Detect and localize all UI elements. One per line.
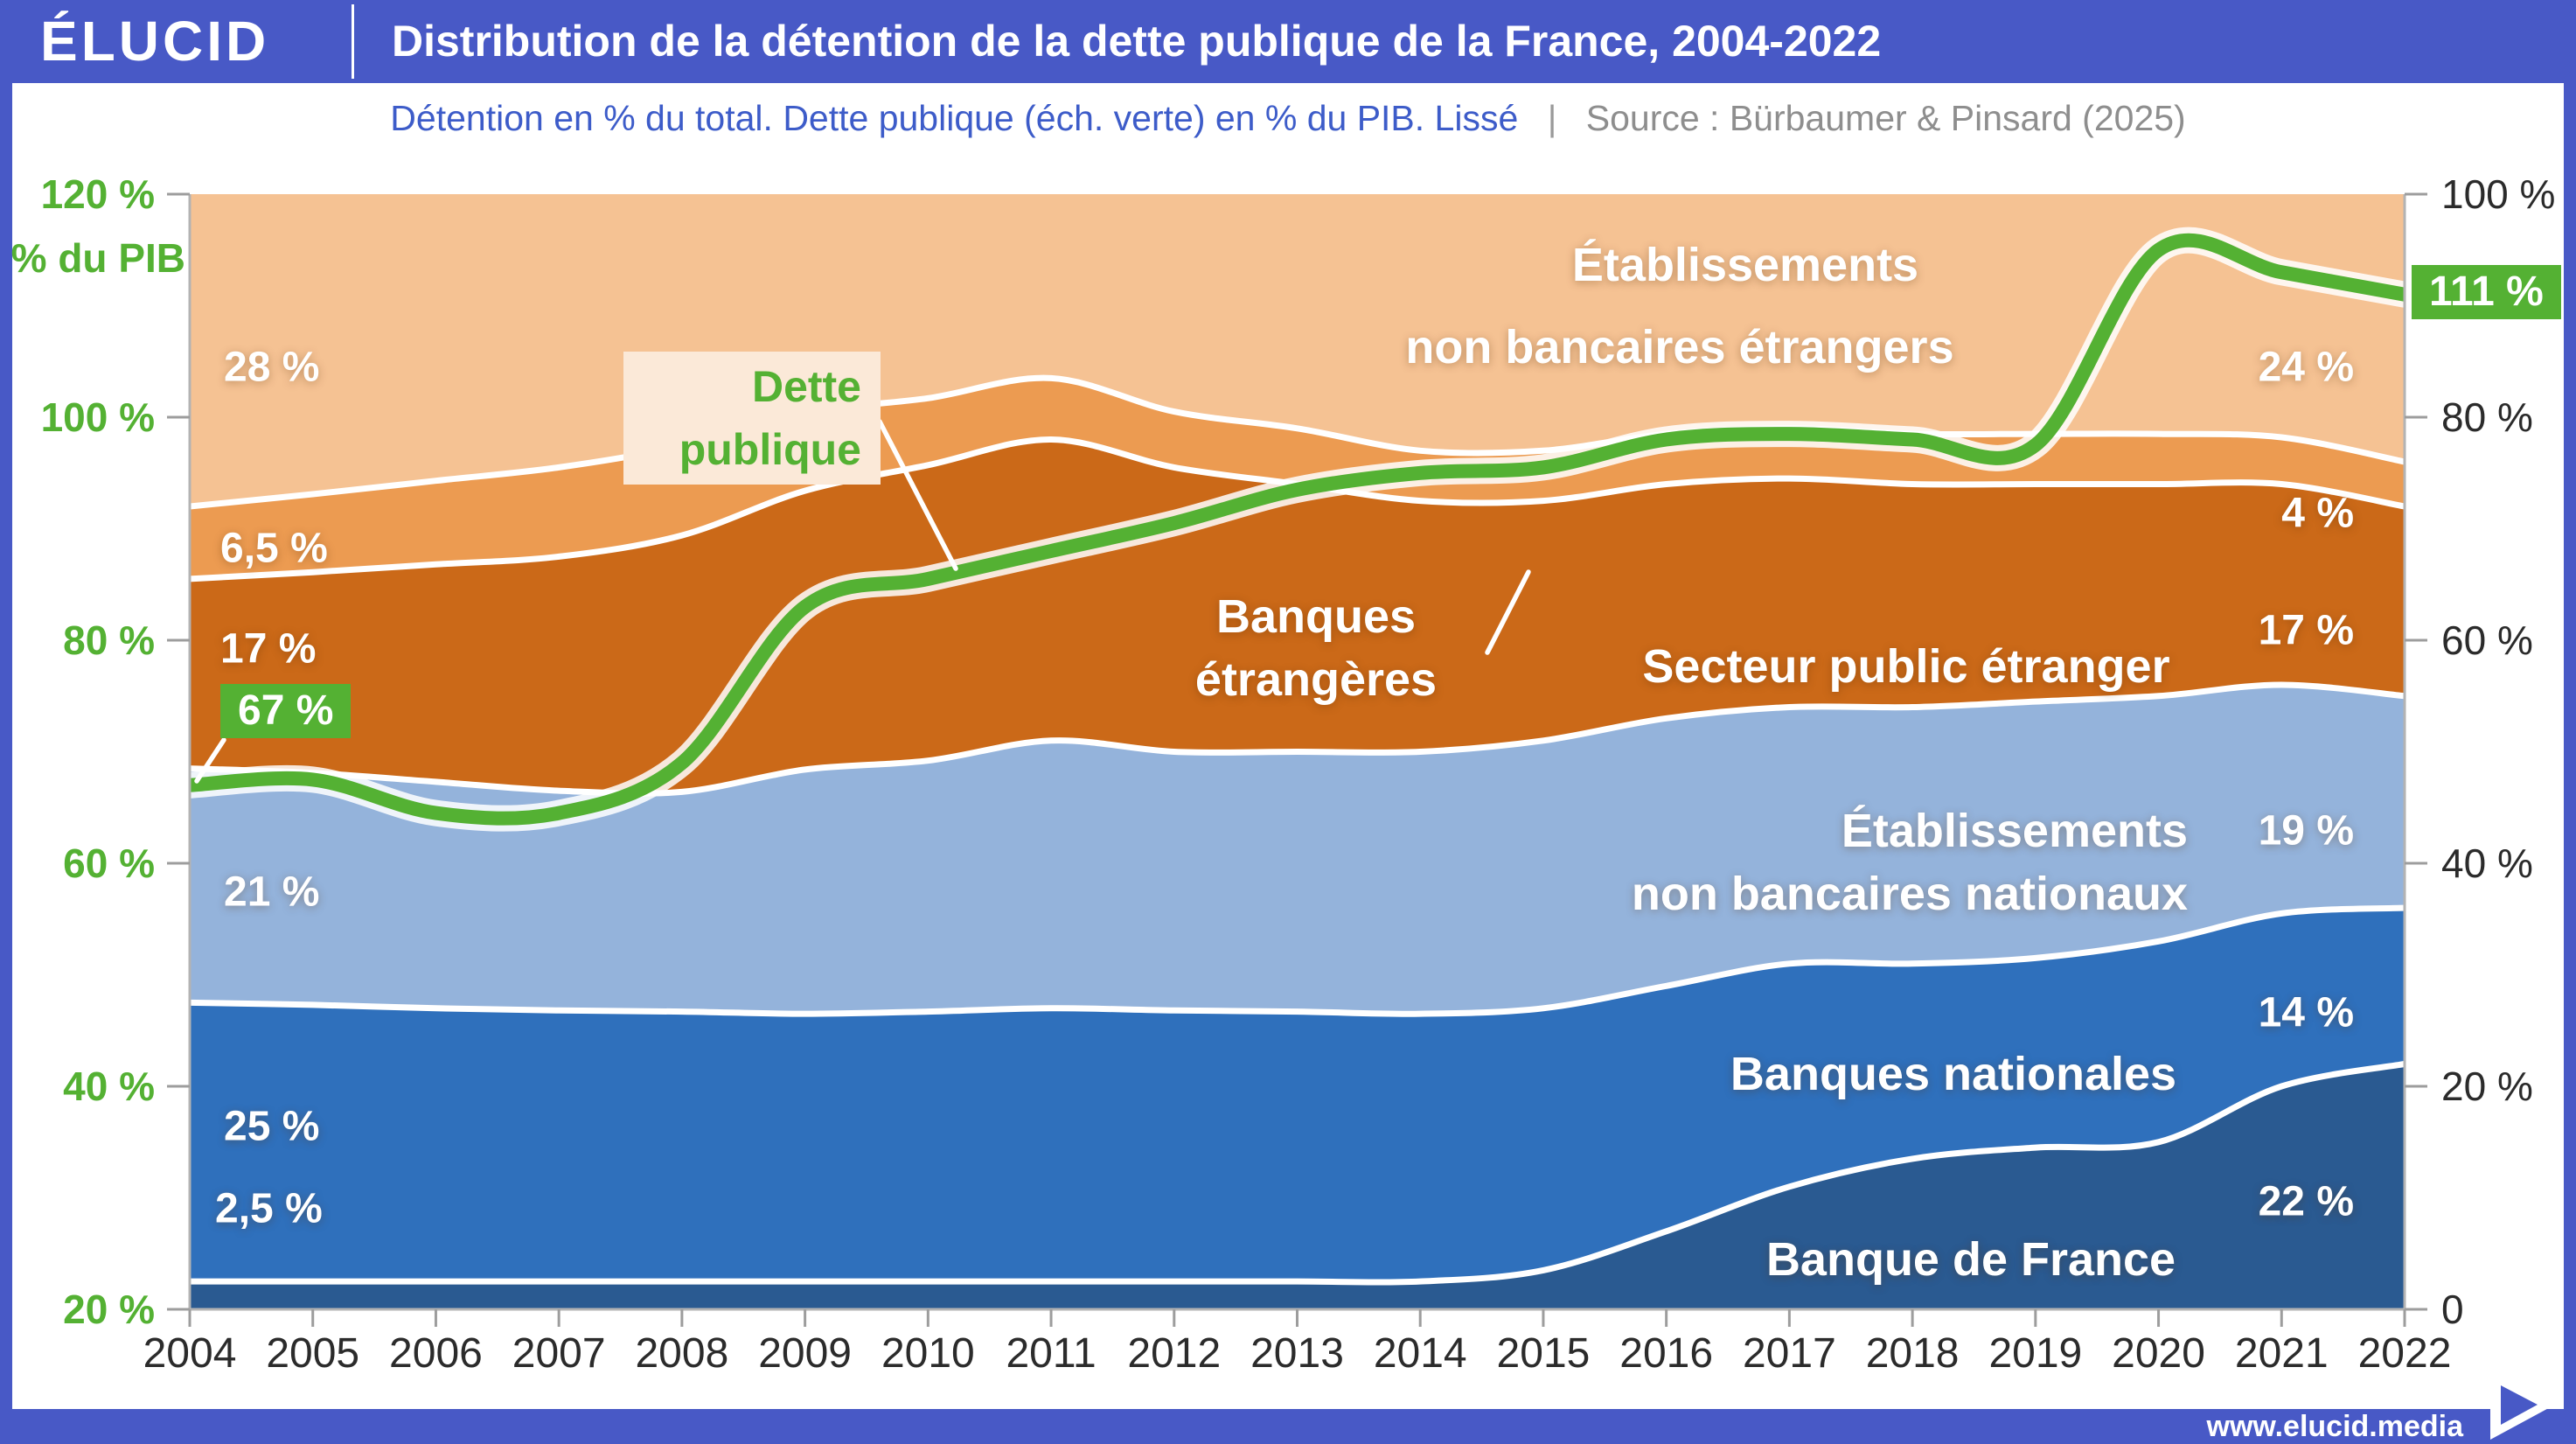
- x-axis: 2004 2005 2006 2007 2008 2009 2010 2011 2012 2013…: [143, 1309, 2452, 1377]
- value-be-start: 6,5 %: [220, 525, 328, 572]
- x-tick-label: 2017: [1743, 1330, 1836, 1377]
- header-bar: ÉLUCID Distribution de la détention de l…: [0, 0, 2576, 83]
- right-tick-label: 60 %: [2441, 617, 2533, 663]
- right-tick-label: 100 %: [2441, 171, 2555, 217]
- debt-line: [190, 227, 2405, 832]
- be-callout-line: [1485, 569, 1531, 655]
- footer-bar: www.elucid.media: [0, 1409, 2576, 1444]
- separator-1: [190, 1061, 2405, 1286]
- debt-end-badge: 111 %: [2412, 265, 2561, 319]
- right-border: [2564, 0, 2576, 1444]
- debt-callout-line2: publique: [679, 425, 861, 474]
- source-credit: Source : Bürbaumer & Pinsard (2025): [1585, 98, 2186, 138]
- x-tick-label: 2008: [635, 1330, 728, 1377]
- area-label-bdf: Banque de France: [1765, 1233, 2176, 1286]
- debt-start-badge: 67 %: [220, 684, 352, 738]
- callout-lines: [194, 419, 1531, 784]
- value-enbe-start: 28 %: [224, 344, 320, 391]
- left-tick-label: 80 %: [63, 617, 155, 663]
- x-tick-label: 2018: [1866, 1330, 1960, 1377]
- band-0: [190, 1064, 2405, 1309]
- x-tick-label: 2009: [758, 1330, 852, 1377]
- x-tick-label: 2020: [2112, 1330, 2205, 1377]
- band-1: [190, 908, 2405, 1283]
- value-enbe-end: 24 %: [2258, 344, 2354, 391]
- right-tick-label: 0: [2441, 1287, 2464, 1332]
- left-tick-label: 100 %: [41, 394, 155, 440]
- left-border: [0, 0, 12, 1444]
- left-tick-label: 40 %: [63, 1064, 155, 1109]
- band-2: [190, 685, 2405, 1015]
- area-label-spe: Secteur public étranger: [1642, 640, 2170, 693]
- x-tick-label: 2021: [2235, 1330, 2329, 1377]
- area-label-enbn-line1: Établissements: [1841, 805, 2188, 857]
- debt-line-stroke: [190, 233, 2405, 826]
- elucid-flag-icon: [2490, 1370, 2555, 1440]
- value-bdf-start: 2,5 %: [215, 1185, 323, 1232]
- subtitle-separator: |: [1547, 98, 1557, 138]
- left-axis-title: % du PIB: [10, 235, 185, 281]
- subtitle-description: Détention en % du total. Dette publique …: [390, 98, 1519, 138]
- value-enbn-end: 19 %: [2258, 807, 2354, 855]
- x-tick-label: 2010: [881, 1330, 975, 1377]
- area-label-enbe-line2: non bancaires étrangers: [1405, 321, 1954, 373]
- left-tick-label: 60 %: [63, 841, 155, 886]
- value-be-end: 4 %: [2281, 490, 2354, 537]
- x-tick-label: 2012: [1127, 1330, 1221, 1377]
- separator-3: [190, 681, 2405, 797]
- elucid-logo: ÉLUCID: [40, 10, 270, 73]
- x-tick-label: 2006: [389, 1330, 483, 1377]
- right-tick-label: 80 %: [2441, 394, 2533, 440]
- page-title: Distribution de la détention de la dette…: [392, 17, 1882, 66]
- area-label-bn: Banques nationales: [1730, 1048, 2177, 1100]
- left-tick-label: 120 %: [41, 171, 155, 217]
- x-tick-label: 2004: [143, 1330, 237, 1377]
- x-tick-label: 2005: [266, 1330, 359, 1377]
- value-spe-end: 17 %: [2258, 607, 2354, 654]
- value-enbn-start: 21 %: [224, 868, 320, 916]
- subtitle-row: Détention en % du total. Dette publique …: [0, 83, 2576, 153]
- debt-callout-box: Dette publique: [623, 352, 881, 485]
- right-tick-label: 20 %: [2441, 1064, 2533, 1109]
- debt-callout-line1: Dette: [751, 362, 861, 411]
- right-tick-label: 40 %: [2441, 841, 2533, 886]
- left-axis: 120 % 100 % 80 % 60 % 40 % 20 %: [41, 171, 190, 1332]
- x-tick-label: 2014: [1374, 1330, 1467, 1377]
- area-label-enbn-line2: non bancaires nationaux: [1631, 868, 2188, 920]
- x-tick-label: 2011: [1006, 1330, 1096, 1377]
- x-tick-label: 2007: [512, 1330, 606, 1377]
- x-tick-label: 2019: [1988, 1330, 2082, 1377]
- x-tick-label: 2016: [1619, 1330, 1713, 1377]
- footer-url: www.elucid.media: [2206, 1410, 2463, 1443]
- debt-badge-callout-line: [194, 737, 226, 784]
- area-label-be-line2: étrangères: [1194, 653, 1438, 706]
- value-bn-end: 14 %: [2258, 989, 2354, 1036]
- left-tick-label: 20 %: [63, 1287, 155, 1332]
- x-tick-label: 2022: [2358, 1330, 2452, 1377]
- value-bn-start: 25 %: [224, 1103, 320, 1150]
- debt-box-callout-line: [877, 419, 958, 571]
- right-axis: 100 % 80 % 60 % 40 % 20 % 0: [2405, 171, 2555, 1332]
- separator-2: [190, 904, 2405, 1017]
- x-tick-label: 2015: [1497, 1330, 1591, 1377]
- value-bdf-end: 22 %: [2258, 1178, 2354, 1225]
- area-label-be-line1: Banques: [1215, 590, 1417, 643]
- value-spe-start: 17 %: [220, 625, 317, 673]
- header-divider: [352, 4, 354, 79]
- x-tick-label: 2013: [1250, 1330, 1344, 1377]
- area-label-enbe-line1: Établissements: [1571, 239, 1919, 291]
